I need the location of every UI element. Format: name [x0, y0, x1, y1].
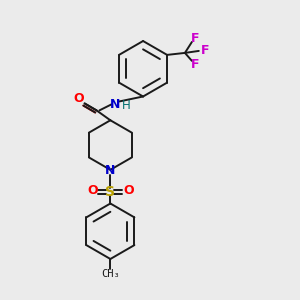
Text: F: F: [190, 32, 199, 44]
Text: O: O: [74, 92, 84, 105]
Text: S: S: [105, 184, 116, 199]
Text: CH₃: CH₃: [101, 269, 120, 279]
Text: F: F: [190, 58, 199, 71]
Text: N: N: [105, 164, 116, 177]
Text: F: F: [200, 44, 209, 57]
Text: O: O: [123, 184, 134, 197]
Text: H: H: [122, 99, 130, 112]
Text: N: N: [110, 98, 121, 111]
Text: O: O: [87, 184, 98, 197]
